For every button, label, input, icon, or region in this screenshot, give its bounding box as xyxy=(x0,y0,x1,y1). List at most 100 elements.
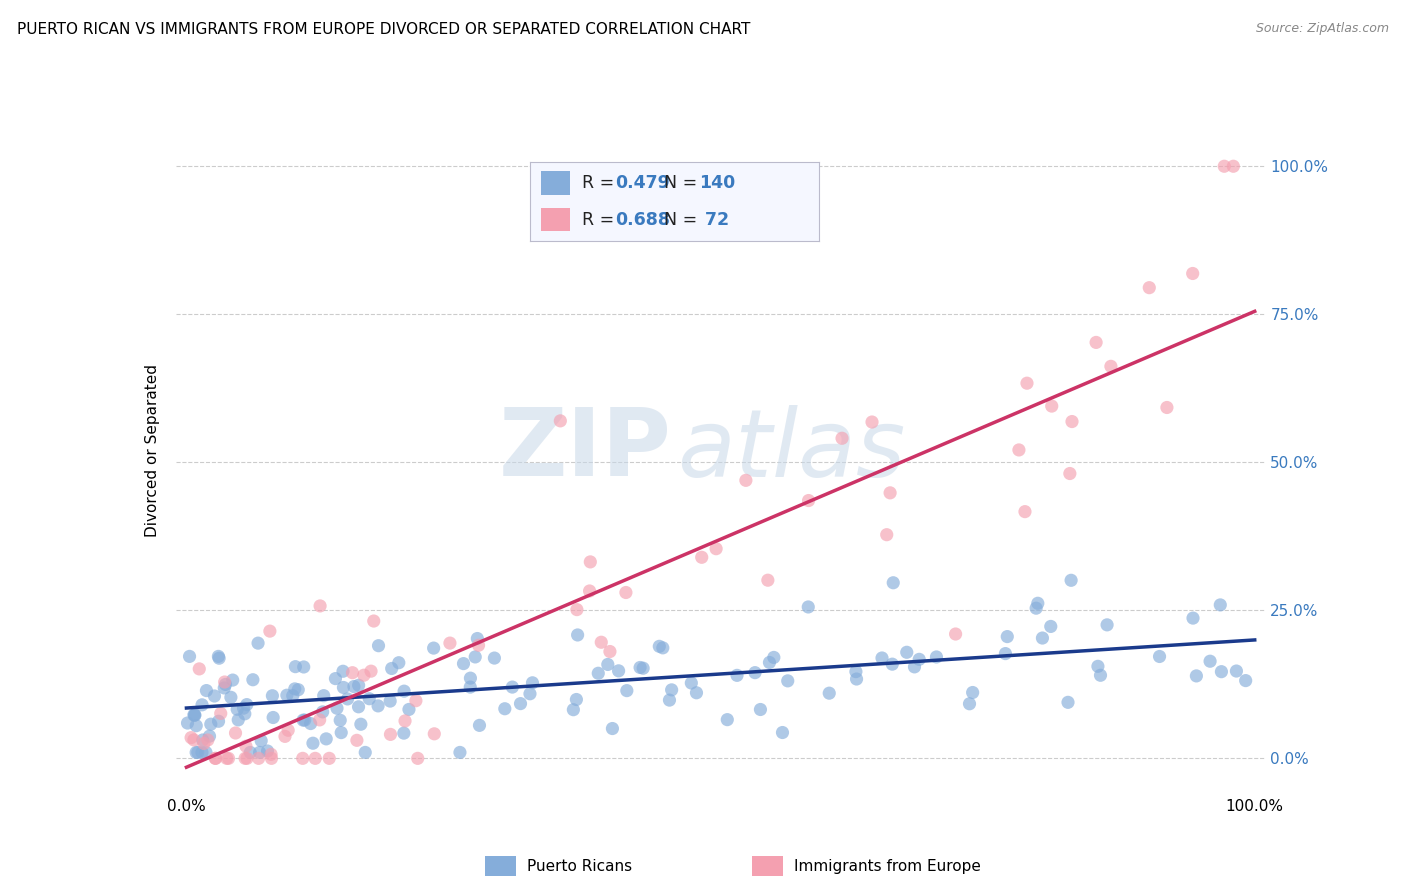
Point xyxy=(467,638,489,652)
Point xyxy=(259,624,281,639)
Point xyxy=(367,639,389,653)
Point xyxy=(1199,654,1222,668)
Point xyxy=(1008,442,1031,457)
Point xyxy=(596,657,619,672)
Point xyxy=(1137,280,1160,294)
Point xyxy=(749,702,772,716)
Point xyxy=(394,714,416,728)
Point xyxy=(831,431,853,445)
Point xyxy=(236,751,259,765)
Text: Source: ZipAtlas.com: Source: ZipAtlas.com xyxy=(1256,22,1389,36)
FancyBboxPatch shape xyxy=(541,208,571,232)
Point xyxy=(1060,574,1083,588)
Point xyxy=(1015,376,1038,391)
Text: R =: R = xyxy=(582,174,620,193)
Point xyxy=(360,664,382,678)
Point xyxy=(207,649,229,664)
Point xyxy=(509,697,531,711)
Point xyxy=(398,702,420,716)
Point xyxy=(565,602,588,616)
Point xyxy=(578,584,600,599)
Point xyxy=(1185,669,1208,683)
Point xyxy=(962,685,984,699)
Point xyxy=(579,555,602,569)
Point xyxy=(422,641,444,656)
Point xyxy=(239,746,262,760)
Point xyxy=(359,691,381,706)
Point xyxy=(870,651,893,665)
Point xyxy=(744,665,766,680)
Point xyxy=(232,701,254,715)
Y-axis label: Divorced or Separated: Divorced or Separated xyxy=(145,364,160,537)
Point xyxy=(204,689,226,703)
Point xyxy=(818,686,841,700)
Point xyxy=(460,671,482,685)
Text: 0.688: 0.688 xyxy=(614,211,671,228)
Point xyxy=(235,739,257,754)
Point xyxy=(1031,631,1053,645)
Point xyxy=(214,675,236,690)
Point xyxy=(388,656,411,670)
Point xyxy=(262,689,284,703)
Point xyxy=(1209,598,1232,612)
Point xyxy=(879,486,901,500)
Point xyxy=(214,677,236,691)
Point xyxy=(845,665,868,679)
Point xyxy=(218,751,240,765)
Point xyxy=(1234,673,1257,688)
Point xyxy=(1222,159,1244,173)
Point xyxy=(439,636,461,650)
Point xyxy=(325,672,347,686)
Text: 0.479: 0.479 xyxy=(614,174,669,193)
Point xyxy=(184,708,207,723)
Point xyxy=(704,541,727,556)
Point xyxy=(180,731,202,745)
Point xyxy=(756,573,779,587)
Point xyxy=(195,683,218,698)
Point xyxy=(281,689,304,703)
Text: 140: 140 xyxy=(699,174,735,193)
Point xyxy=(762,650,785,665)
Point xyxy=(292,660,315,674)
Point xyxy=(1149,649,1171,664)
Point xyxy=(484,651,506,665)
Point xyxy=(405,694,427,708)
Point xyxy=(326,701,349,715)
Point xyxy=(550,414,572,428)
Point xyxy=(994,647,1017,661)
Point xyxy=(299,716,322,731)
Point xyxy=(562,703,585,717)
Text: Puerto Ricans: Puerto Ricans xyxy=(527,859,633,873)
Point xyxy=(616,683,638,698)
Point xyxy=(925,650,948,665)
Point xyxy=(1213,159,1236,173)
Text: N =: N = xyxy=(664,174,703,193)
Point xyxy=(591,635,613,649)
Point xyxy=(588,666,610,681)
Point xyxy=(233,751,256,765)
Point xyxy=(207,714,229,729)
Point xyxy=(1090,668,1112,682)
Point xyxy=(183,732,205,747)
Point xyxy=(860,415,883,429)
Point xyxy=(467,632,489,646)
Point xyxy=(262,710,284,724)
Point xyxy=(1025,601,1047,615)
Point xyxy=(277,723,299,738)
Point xyxy=(226,702,249,716)
Point xyxy=(215,751,238,765)
Point xyxy=(195,746,218,760)
Point xyxy=(1057,695,1080,709)
Point xyxy=(187,746,209,760)
Point xyxy=(208,651,231,665)
Point xyxy=(274,730,297,744)
Point xyxy=(602,722,624,736)
Point xyxy=(346,733,368,747)
Point xyxy=(494,702,516,716)
Point xyxy=(308,713,330,727)
Point xyxy=(651,640,673,655)
Point xyxy=(291,751,314,765)
Point xyxy=(758,656,780,670)
Point xyxy=(179,649,201,664)
Point xyxy=(725,668,748,682)
